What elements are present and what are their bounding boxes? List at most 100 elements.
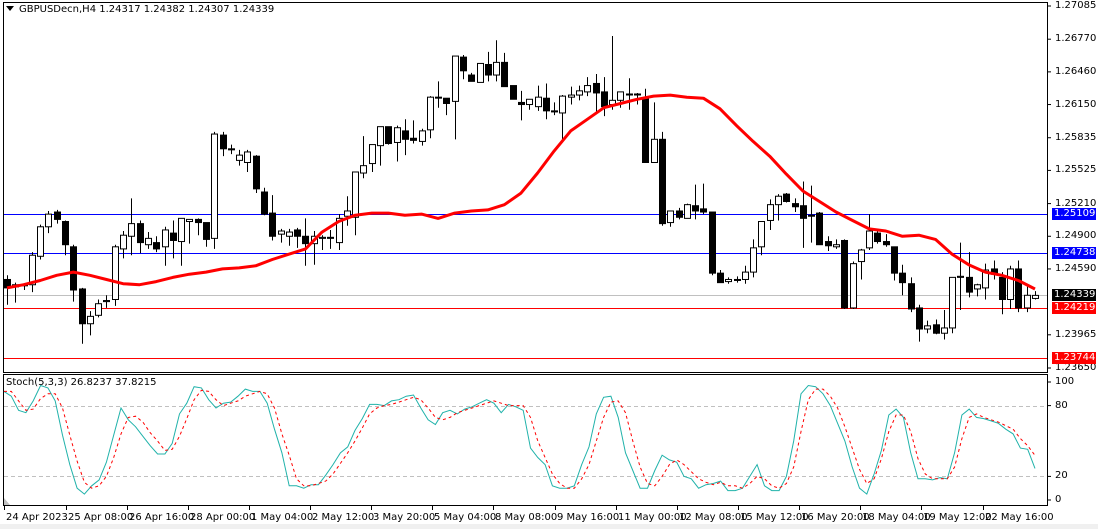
bull-candle — [1024, 294, 1031, 309]
bear-candle — [891, 246, 898, 274]
bear-candle — [709, 211, 716, 274]
bear-candle — [70, 246, 77, 291]
bear-candle — [551, 110, 558, 113]
price-tick-label: 1.25210 — [1055, 197, 1097, 209]
bull-candle — [651, 138, 658, 163]
bull-candle — [178, 217, 185, 243]
price-tick-label: 1.25525 — [1055, 164, 1097, 176]
bear-candle — [700, 208, 707, 213]
bull-candle — [734, 278, 741, 281]
bear-candle — [874, 232, 881, 243]
bear-candle — [261, 191, 268, 215]
bear-candle — [443, 97, 450, 104]
bull-candle — [982, 269, 989, 289]
price-tick-label: 1.25835 — [1055, 131, 1097, 143]
bull-candle — [924, 325, 931, 330]
bull-candle — [369, 144, 376, 165]
bear-candle — [783, 193, 790, 202]
time-tick-label: 1 May 04:00 — [251, 512, 314, 523]
time-tick-label: 8 May 08:00 — [495, 512, 558, 523]
bear-candle — [460, 56, 467, 72]
main-pane-frame — [3, 2, 1048, 373]
price-tick-label: 1.26460 — [1055, 65, 1097, 77]
bear-candle — [1015, 268, 1022, 309]
stoch-tick-label: 20 — [1055, 470, 1068, 482]
bear-candle — [385, 126, 392, 145]
bear-candle — [228, 148, 235, 151]
time-tick-label: 16 May 20:00 — [801, 512, 870, 523]
time-tick-label: 9 May 16:00 — [557, 512, 620, 523]
bear-candle — [593, 82, 600, 94]
bear-candle — [294, 229, 301, 237]
bear-candle — [916, 307, 923, 330]
price-tick-label: 1.23650 — [1055, 362, 1097, 373]
collapse-triangle-icon[interactable] — [6, 6, 14, 11]
bull-candle — [833, 244, 840, 248]
bear-candle — [659, 138, 666, 225]
bear-candle — [676, 210, 683, 218]
bull-candle — [775, 195, 782, 206]
bear-candle — [933, 324, 940, 334]
bull-candle — [360, 165, 367, 174]
bear-candle — [692, 205, 699, 212]
bear-candle — [899, 272, 906, 284]
bull-candle — [866, 230, 873, 249]
bear-candle — [220, 134, 227, 150]
bull-candle — [750, 247, 757, 273]
bear-candle — [825, 241, 832, 247]
bear-candle — [543, 97, 550, 112]
bull-candle — [120, 234, 127, 250]
bull-candle — [452, 55, 459, 102]
bull-candle — [1007, 268, 1014, 300]
stoch-reference-levels — [4, 406, 1047, 477]
bear-candle — [402, 130, 409, 140]
bull-candle — [493, 61, 500, 76]
bull-candle — [667, 210, 674, 224]
bull-candle — [128, 223, 135, 237]
time-tick-label: 2 May 12:00 — [312, 512, 375, 523]
bull-candle — [634, 93, 641, 96]
bull-candle — [29, 254, 36, 286]
time-tick-label: 12 May 08:00 — [679, 512, 748, 523]
bear-candle — [468, 74, 475, 82]
price-tick-label: 1.24590 — [1055, 262, 1097, 274]
bear-candle — [327, 236, 334, 239]
bull-candle — [87, 315, 94, 325]
bull-candle — [584, 85, 591, 93]
bear-candle — [137, 223, 144, 244]
bull-candle — [419, 130, 426, 142]
bear-candle — [518, 101, 525, 106]
bear-candle — [717, 272, 724, 284]
stoch-tick-label: 80 — [1055, 399, 1068, 411]
bear-candle — [908, 283, 915, 310]
price-tick-label: 1.26150 — [1055, 98, 1097, 110]
price-level-tag: 1.24339 — [1052, 289, 1096, 302]
bull-candle — [236, 154, 243, 161]
bear-candle — [302, 235, 309, 245]
bull-candle — [319, 236, 326, 239]
bull-candle — [112, 246, 119, 300]
time-tick-label: 3 May 20:00 — [373, 512, 436, 523]
bull-candle — [535, 96, 542, 108]
bull-candle — [576, 90, 583, 96]
bull-candle — [974, 284, 981, 290]
price-level-tag: 1.23744 — [1052, 352, 1096, 365]
bear-candle — [883, 241, 890, 246]
bull-candle — [617, 91, 624, 101]
bear-candle — [510, 85, 517, 100]
bear-candle — [54, 211, 61, 220]
time-tick-label: 22 May 16:00 — [985, 512, 1054, 523]
bull-candle — [377, 126, 384, 147]
time-tick-label: 24 Apr 2023 — [6, 512, 68, 523]
bull-candle — [162, 229, 169, 248]
stoch-tick-label: 100 — [1055, 376, 1075, 387]
bear-candle — [410, 137, 417, 141]
price-tick-label: 1.27085 — [1055, 0, 1097, 11]
bull-candle — [244, 151, 251, 163]
bear-candle — [195, 218, 202, 224]
bull-candle — [186, 218, 193, 223]
bear-candle — [501, 61, 508, 88]
price-level-tag: 1.24219 — [1052, 302, 1096, 315]
